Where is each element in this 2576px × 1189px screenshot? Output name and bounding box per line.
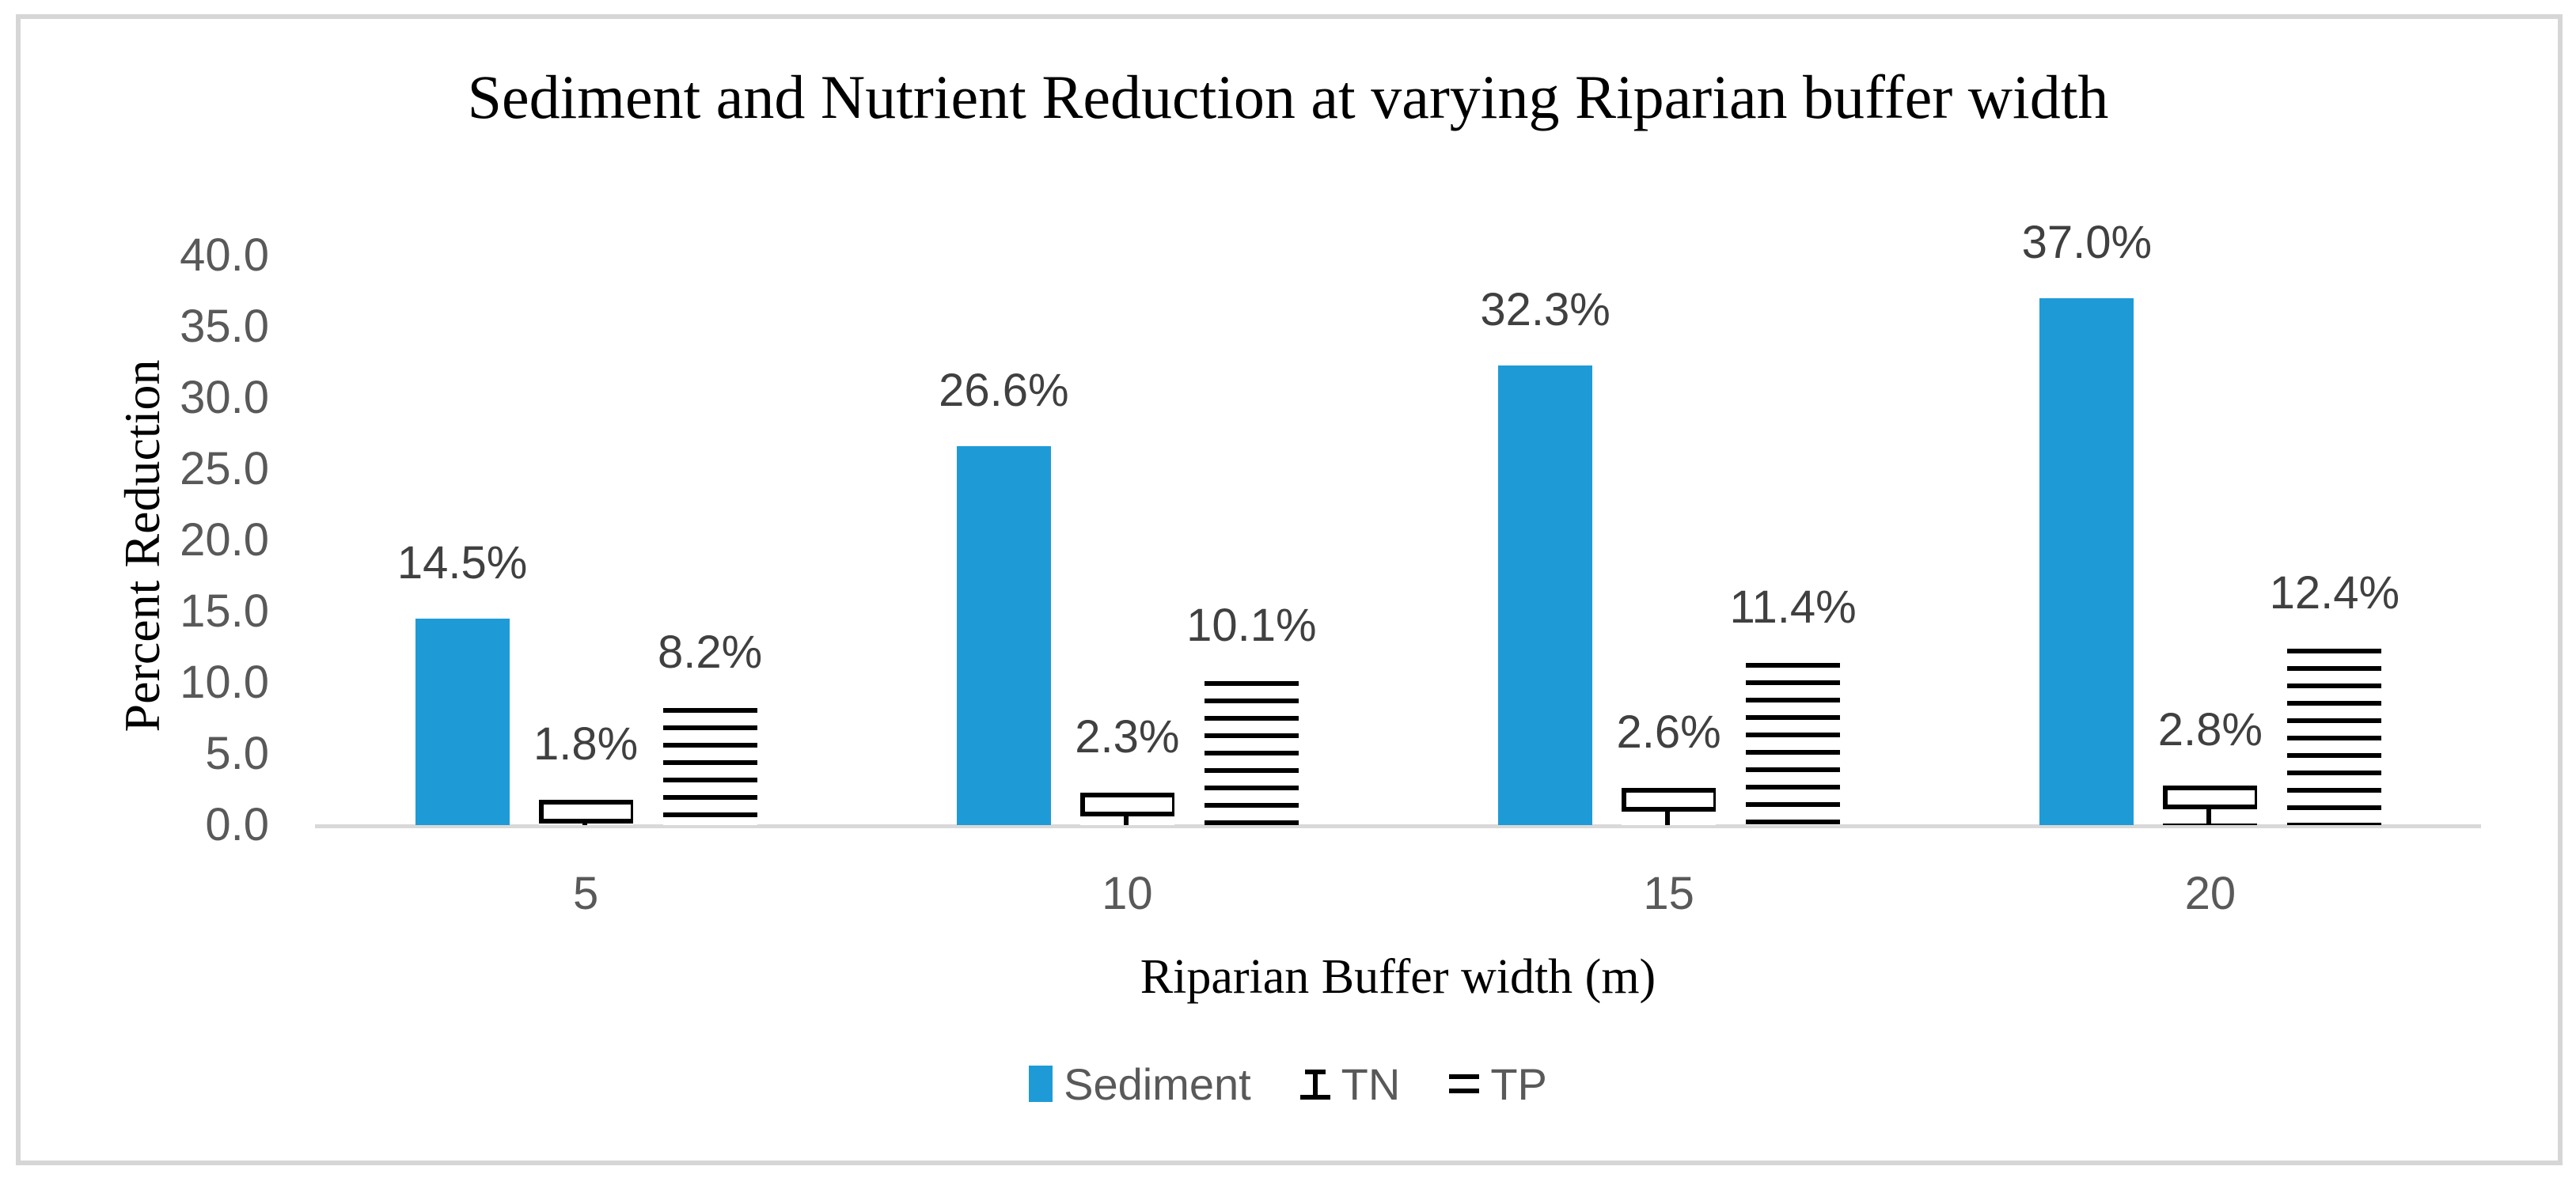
- y-tick-label: 40.0: [180, 229, 269, 281]
- x-axis-line: [315, 824, 2481, 828]
- data-label-sediment-5: 14.5%: [396, 537, 528, 589]
- bar-sediment-5: [415, 619, 510, 825]
- bar-tp-10: [1205, 681, 1299, 825]
- data-label-sediment-15: 32.3%: [1480, 284, 1610, 335]
- chart-title: Sediment and Nutrient Reduction at varyi…: [467, 62, 2109, 131]
- data-label-tp-10: 10.1%: [1186, 600, 1317, 651]
- x-axis-title: Riparian Buffer width (m): [1140, 950, 1656, 1004]
- legend-label-sediment: Sediment: [1064, 1058, 1251, 1109]
- legend-item-sediment: Sediment: [1029, 1058, 1251, 1110]
- data-label-tp-5: 8.2%: [658, 627, 763, 678]
- x-category-label: 15: [1643, 868, 1694, 919]
- bar-sediment-20: [2039, 298, 2134, 825]
- legend-label-tp: TP: [1490, 1058, 1547, 1109]
- y-tick-label: 0.0: [205, 799, 269, 850]
- data-label-tp-20: 12.4%: [2269, 567, 2400, 619]
- legend-item-tn: TN: [1299, 1058, 1401, 1110]
- data-label-sediment-20: 37.0%: [2021, 217, 2153, 268]
- y-tick-label: 25.0: [180, 443, 269, 494]
- bar-tn-20: [2163, 786, 2257, 825]
- bar-sediment-10: [957, 446, 1051, 825]
- data-label-sediment-10: 26.6%: [939, 365, 1069, 416]
- y-tick-label: 10.0: [180, 657, 269, 708]
- x-category-label: 10: [1102, 868, 1153, 919]
- bar-tn-15: [1622, 788, 1716, 825]
- bar-tp-15: [1746, 663, 1840, 825]
- bar-tp-5: [663, 708, 757, 825]
- legend-item-tp: TP: [1449, 1058, 1547, 1110]
- y-tick-label: 20.0: [180, 514, 269, 566]
- chart-frame: [16, 14, 2563, 1165]
- legend-label-tn: TN: [1341, 1058, 1401, 1109]
- y-tick-label: 30.0: [180, 372, 269, 423]
- data-label-tn-15: 2.6%: [1616, 706, 1721, 758]
- y-tick-label: 5.0: [205, 728, 269, 779]
- bar-sediment-15: [1498, 365, 1592, 825]
- data-label-tp-15: 11.4%: [1729, 581, 1857, 633]
- legend-swatch-sediment-icon: [1029, 1066, 1053, 1102]
- data-label-tn-10: 2.3%: [1075, 711, 1180, 763]
- x-category-label: 5: [572, 868, 599, 919]
- y-tick-label: 35.0: [180, 301, 269, 352]
- bar-tn-10: [1080, 793, 1174, 825]
- bar-tp-20: [2287, 649, 2381, 825]
- legend-tn-pattern-icon: [1299, 1070, 1330, 1100]
- legend-tp-pattern-icon: [1449, 1074, 1480, 1093]
- data-label-tn-20: 2.8%: [2157, 704, 2263, 755]
- y-tick-label: 15.0: [180, 585, 269, 637]
- bar-tn-5: [539, 800, 633, 825]
- data-label-tn-5: 1.8%: [533, 718, 639, 770]
- x-category-label: 20: [2184, 868, 2236, 919]
- legend: Sediment TN TP: [0, 1052, 2576, 1115]
